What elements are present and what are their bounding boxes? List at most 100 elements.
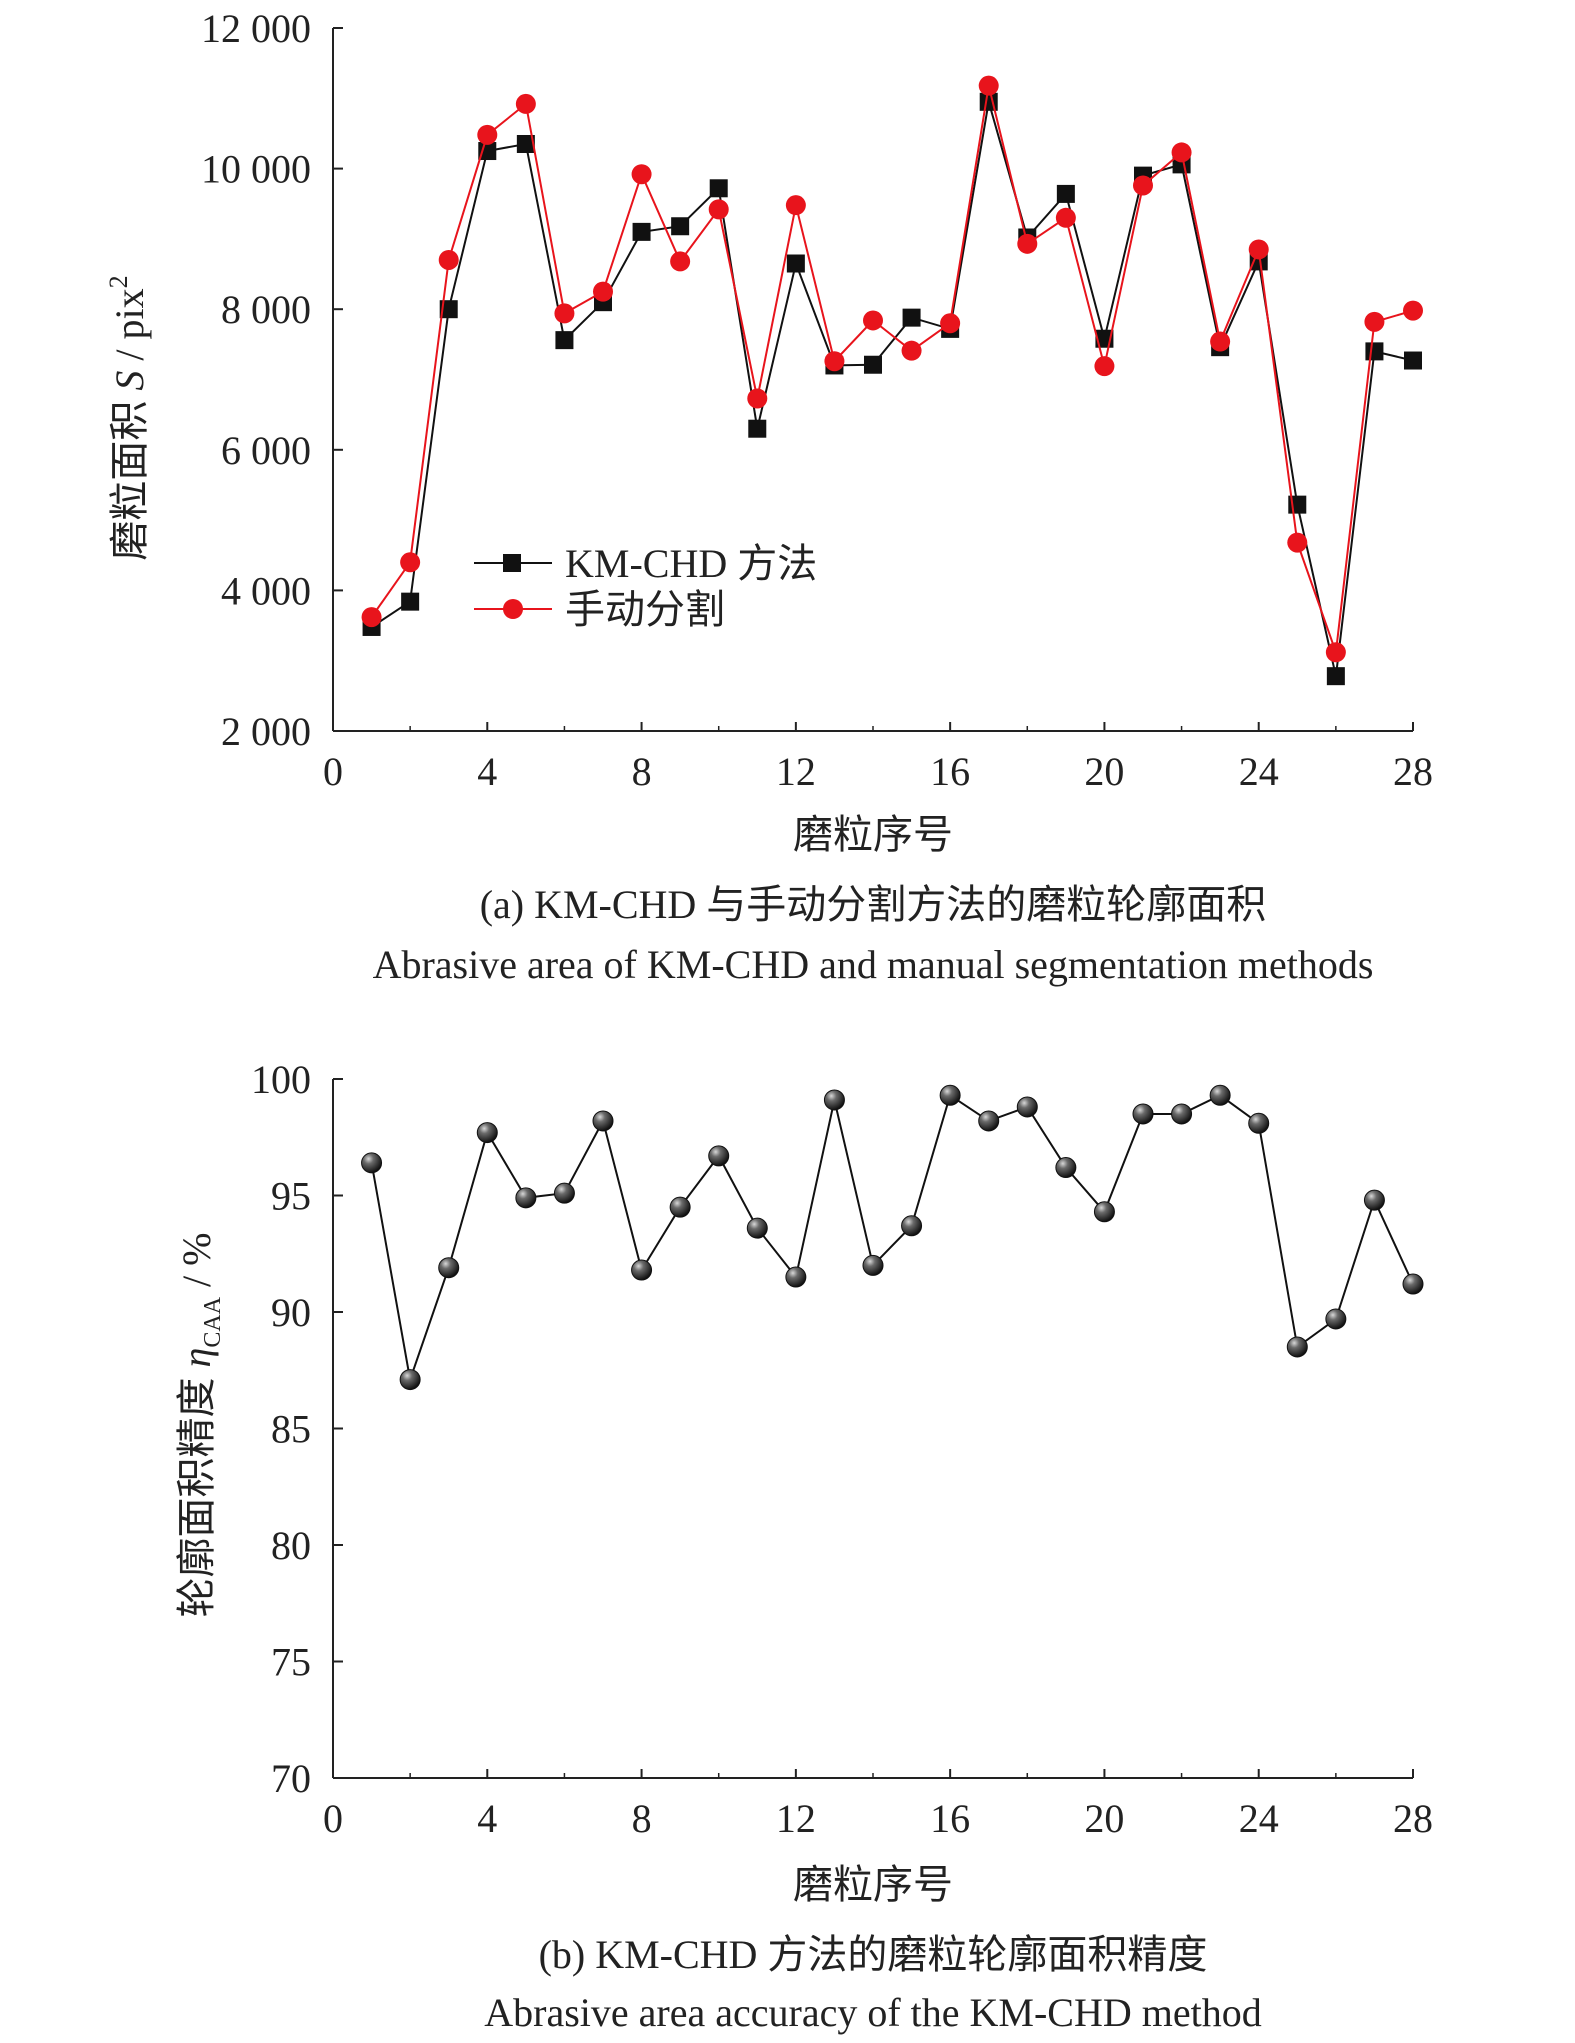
data-point-circle xyxy=(708,199,729,220)
data-point-square xyxy=(555,331,574,350)
panel-b-y-tick-label: 85 xyxy=(271,1407,311,1452)
data-point-sphere xyxy=(1171,1103,1193,1125)
data-point-circle xyxy=(863,310,883,331)
data-point-sphere xyxy=(476,1122,498,1144)
panel-b-x-tick-label: 24 xyxy=(1239,1796,1279,1841)
data-point-circle xyxy=(1403,300,1423,321)
data-point-circle xyxy=(1017,233,1038,254)
data-point-circle xyxy=(477,124,498,145)
panel-b-ticks: 0 4 8 12 16 20 24 28 70 75 80 85 90 95 100 xyxy=(251,1057,1433,1841)
data-point-circle xyxy=(1094,356,1115,377)
panel-a-x-tick-label: 4 xyxy=(477,749,497,794)
panel-b-x-tick-label: 8 xyxy=(632,1796,652,1841)
panel-b-caption-cn: (b) KM-CHD 方法的磨粒轮廓面积精度 xyxy=(539,1932,1208,1977)
data-point-circle xyxy=(361,607,382,628)
data-point-circle xyxy=(1210,331,1231,352)
panel-a-x-tick-label: 0 xyxy=(323,749,343,794)
panel-b-y-axis-label: 轮廓面积精度ηCAA/% xyxy=(174,1233,226,1618)
panel-a-series xyxy=(361,75,1423,686)
data-point-sphere xyxy=(978,1110,1000,1132)
panel-a-y-label-symbol: S xyxy=(107,371,152,391)
data-point-sphere xyxy=(399,1369,421,1391)
panel-b-y-label-sub: CAA xyxy=(200,1296,226,1347)
panel-b-y-label-text: 轮廓面积精度 xyxy=(174,1377,219,1617)
panel-b-y-tick-label: 80 xyxy=(271,1523,311,1568)
panel-b-axes xyxy=(332,1079,1413,1779)
panel-b-y-label-unit: % xyxy=(174,1233,219,1266)
data-point-circle xyxy=(940,313,961,334)
data-point-circle xyxy=(978,75,999,96)
panel-b-x-tick-label: 12 xyxy=(776,1796,816,1841)
data-point-sphere xyxy=(1093,1201,1115,1223)
data-point-square xyxy=(748,419,767,438)
data-point-circle xyxy=(631,164,652,185)
panel-b-y-tick-label: 75 xyxy=(271,1640,311,1685)
data-point-sphere xyxy=(862,1254,884,1276)
panel-a-x-tick-label: 12 xyxy=(776,749,816,794)
data-point-sphere xyxy=(515,1187,537,1209)
series-line-a-0 xyxy=(371,101,1414,677)
data-point-sphere xyxy=(1132,1103,1154,1125)
data-point-sphere xyxy=(1016,1096,1038,1118)
data-point-sphere xyxy=(1325,1308,1347,1330)
data-point-circle xyxy=(1287,532,1308,553)
data-point-circle xyxy=(1325,642,1346,663)
data-point-circle xyxy=(824,351,845,372)
data-point-sphere xyxy=(592,1110,614,1132)
data-point-square xyxy=(1056,184,1075,203)
legend-marker-km-chd xyxy=(503,554,521,572)
data-point-sphere xyxy=(361,1152,383,1174)
data-point-square xyxy=(786,254,805,273)
panel-b-series xyxy=(361,1084,1424,1391)
legend-marker-manual xyxy=(503,599,523,619)
panel-a-x-tick-label: 24 xyxy=(1239,749,1279,794)
panel-a-ticks: 0 4 8 12 16 20 24 28 2 000 4 000 6 000 8 000 10 000 1… xyxy=(201,6,1433,794)
panel-a-y-label-sup: 2 xyxy=(104,275,133,288)
panel-a-y-tick-label: 2 000 xyxy=(221,709,311,754)
data-point-square xyxy=(1404,351,1422,370)
data-point-sphere xyxy=(1286,1336,1308,1358)
data-point-sphere xyxy=(1055,1157,1077,1179)
data-point-circle xyxy=(670,251,691,272)
data-point-square xyxy=(439,300,458,319)
panel-b-x-tick-label: 16 xyxy=(930,1796,970,1841)
panel-a-x-tick-label: 20 xyxy=(1084,749,1124,794)
data-point-circle xyxy=(747,388,768,409)
data-point-circle xyxy=(1171,142,1192,163)
panel-a-y-tick-label: 10 000 xyxy=(201,147,311,192)
data-point-sphere xyxy=(669,1196,691,1218)
data-point-square xyxy=(632,222,651,241)
data-point-sphere xyxy=(1363,1189,1385,1211)
panel-b-x-tick-label: 0 xyxy=(323,1796,343,1841)
data-point-square xyxy=(401,592,420,611)
data-point-sphere xyxy=(939,1084,961,1106)
panel-b-x-tick-label: 20 xyxy=(1084,1796,1124,1841)
panel-a-x-axis-label: 磨粒序号 xyxy=(793,812,953,857)
data-point-circle xyxy=(400,552,421,573)
panel-b-y-tick-label: 100 xyxy=(251,1057,311,1102)
panel-b-caption-en: Abrasive area accuracy of the KM-CHD met… xyxy=(484,1990,1261,2035)
data-point-circle xyxy=(1364,311,1385,332)
data-point-sphere xyxy=(1209,1084,1231,1106)
panel-b-y-label-symbol: η xyxy=(174,1348,219,1368)
legend-label-km-chd: KM-CHD 方法 xyxy=(565,541,817,586)
series-line-a-1 xyxy=(370,85,1414,653)
data-point-square xyxy=(902,308,921,327)
panel-b-y-tick-label: 90 xyxy=(271,1290,311,1335)
data-point-sphere xyxy=(901,1215,923,1237)
data-point-circle xyxy=(515,93,536,114)
data-point-square xyxy=(1365,342,1384,361)
data-point-sphere xyxy=(1248,1112,1270,1134)
data-point-sphere xyxy=(1402,1273,1424,1295)
panel-a-y-label-text: 磨粒面积 xyxy=(107,401,152,561)
legend-label-manual: 手动分割 xyxy=(565,587,725,632)
data-point-square xyxy=(1326,667,1345,686)
panel-a-y-axis-label: 磨粒面积S/pix2 xyxy=(104,275,152,560)
panel-b-x-axis-label: 磨粒序号 xyxy=(793,1862,953,1907)
data-point-sphere xyxy=(631,1259,653,1281)
data-point-sphere xyxy=(553,1182,575,1204)
panel-b-y-tick-label: 95 xyxy=(271,1174,311,1219)
data-point-square xyxy=(516,134,535,153)
panel-a: 0 4 8 12 16 20 24 28 2 000 4 000 6 000 8 000 10 000 1… xyxy=(104,6,1433,987)
